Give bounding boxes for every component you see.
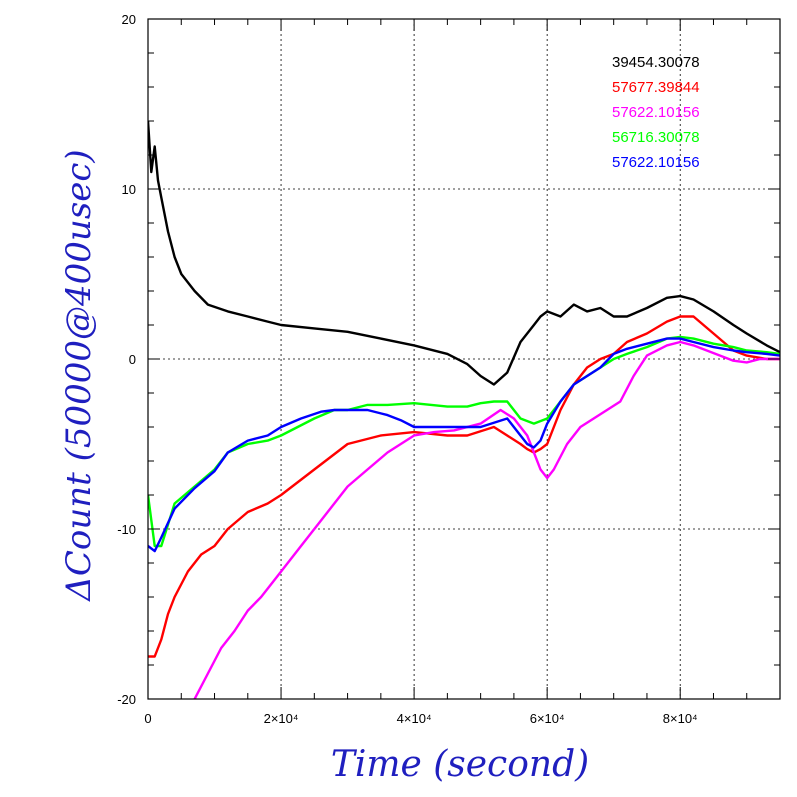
- legend-entry-5: 57622.10156: [612, 154, 700, 171]
- series-line-5: [148, 337, 780, 553]
- series-line-1: [148, 120, 780, 386]
- x-tick-label: 6×10⁴: [530, 711, 565, 726]
- y-axis-title: ΔCount (50000@400usec): [59, 149, 99, 602]
- legend-entry-4: 56716.30078: [612, 129, 700, 146]
- legend: 39454.30078 57677.39844 57622.10156 56716.3…: [612, 54, 700, 171]
- legend-entry-3: 57622.10156: [612, 104, 700, 121]
- y-tick-label: 20: [122, 12, 136, 27]
- series-line-3: [193, 340, 780, 699]
- y-tick-label: 0: [129, 352, 136, 367]
- x-tick-label: 8×10⁴: [663, 711, 698, 726]
- series-lines: [148, 120, 780, 699]
- series-line-2: [148, 315, 780, 658]
- y-tick-label: -20: [117, 692, 136, 707]
- gridlines: [148, 19, 780, 699]
- legend-entry-1: 39454.30078: [612, 54, 700, 71]
- x-tick-label: 2×10⁴: [264, 711, 299, 726]
- axis-ticks: [147, 18, 781, 700]
- y-tick-label: -10: [117, 522, 136, 537]
- x-tick-label: 4×10⁴: [397, 711, 432, 726]
- tick-labels: 0 2×10⁴ 4×10⁴ 6×10⁴ 8×10⁴ -20 -10 0 10 20: [117, 12, 697, 726]
- y-tick-label: 10: [122, 182, 136, 197]
- x-tick-label: 0: [144, 711, 151, 726]
- legend-entry-2: 57677.39844: [612, 79, 700, 96]
- x-axis-title: Time (second): [331, 744, 589, 785]
